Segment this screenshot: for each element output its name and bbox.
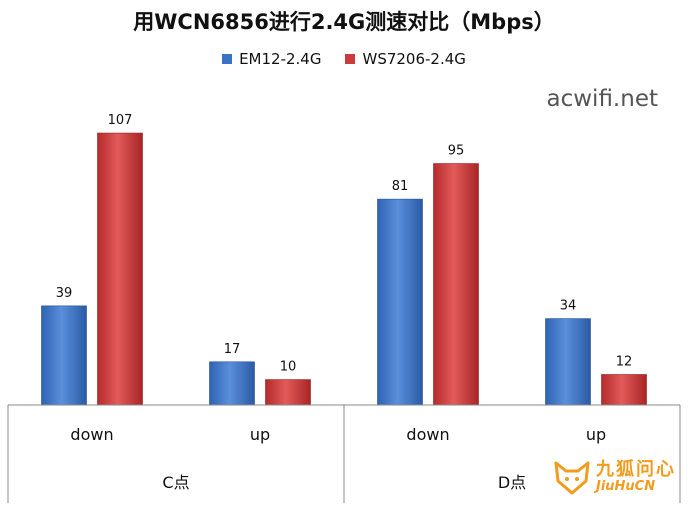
watermark-text: acwifi.net — [546, 86, 659, 112]
x-tick-label-D点-up: up — [586, 425, 606, 444]
data-label-em12-C点-down: 39 — [56, 286, 73, 301]
bar-ws7206-C点-down — [97, 132, 143, 406]
group-label-0: C点 — [162, 473, 189, 492]
bar-ws7206-C点-up — [265, 379, 311, 406]
data-label-ws7206-D点-down: 95 — [448, 144, 465, 159]
legend-swatch-ws7206 — [345, 54, 356, 64]
x-tick-label-D点-down: down — [406, 425, 449, 444]
data-label-ws7206-C点-up: 10 — [280, 360, 297, 375]
chart-title: 用WCN6856进行2.4G测速对比（Mbps） — [133, 10, 555, 34]
bar-em12-C点-down — [41, 305, 87, 406]
data-label-ws7206-D点-up: 12 — [616, 355, 633, 370]
legend-item-ws7206: WS7206-2.4G — [345, 50, 466, 68]
logo-cn-text: 九狐问心 — [596, 458, 676, 480]
data-label-em12-D点-up: 34 — [560, 299, 577, 314]
x-tick-label-C点-up: up — [250, 425, 270, 444]
bar-em12-D点-up — [545, 318, 591, 406]
data-label-ws7206-C点-down: 107 — [108, 113, 133, 128]
fox-logo-icon — [554, 461, 590, 495]
legend-label-em12: EM12-2.4G — [239, 50, 322, 68]
data-label-em12-D点-down: 81 — [392, 179, 409, 194]
legend-swatch-em12 — [222, 54, 233, 64]
legend-item-em12: EM12-2.4G — [222, 50, 321, 68]
legend: EM12-2.4G WS7206-2.4G — [0, 50, 688, 68]
group-label-1: D点 — [498, 473, 526, 492]
data-label-em12-C点-up: 17 — [224, 342, 241, 357]
bar-em12-D点-down — [377, 198, 423, 406]
legend-label-ws7206: WS7206-2.4G — [362, 50, 466, 68]
bar-ws7206-D点-up — [601, 374, 647, 406]
bar-ws7206-D点-down — [433, 163, 479, 406]
logo-en-text: JiuHuCN — [596, 478, 656, 494]
jiuhu-logo: 九狐问心 JiuHuCN — [552, 457, 676, 497]
bar-em12-C点-up — [209, 361, 255, 406]
x-tick-label-C点-down: down — [70, 425, 113, 444]
